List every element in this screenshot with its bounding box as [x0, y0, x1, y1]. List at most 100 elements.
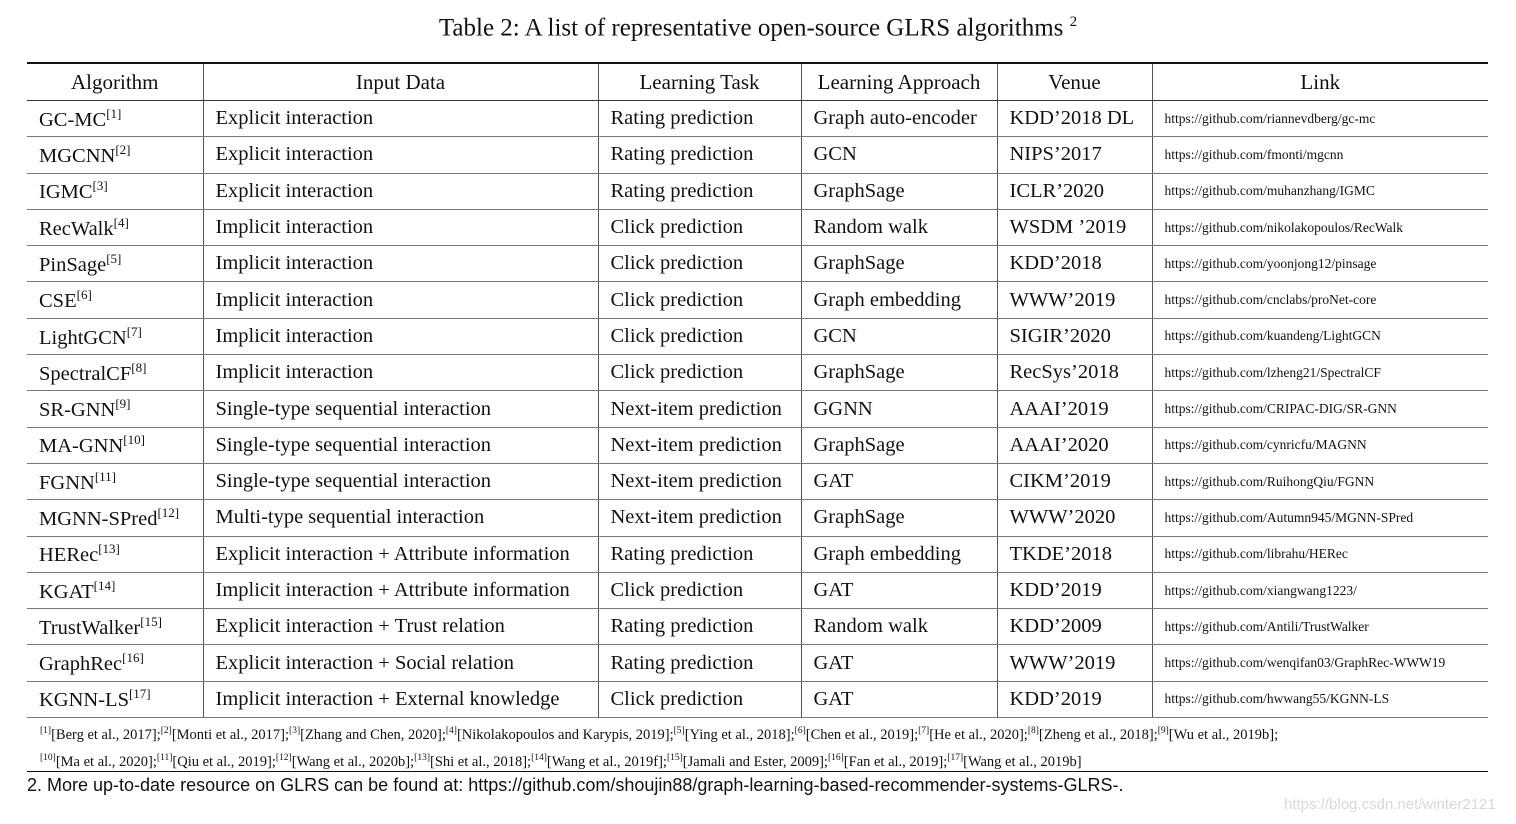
approach-cell: Graph embedding: [800, 281, 997, 319]
footnote-mark: [9]: [1157, 726, 1169, 736]
approach-cell: GCN: [800, 318, 997, 356]
task-cell: Next-item prediction: [597, 390, 801, 428]
algorithm-cell: LightGCN[7]: [27, 318, 203, 356]
venue-cell: KDD’2009: [996, 608, 1152, 646]
column-header: Link: [1151, 63, 1488, 101]
footnote-text: [He et al., 2020];: [929, 726, 1028, 743]
algorithm-name: GraphRec: [39, 653, 123, 676]
approach-cell: GAT: [800, 463, 997, 501]
algorithm-cell: KGAT[14]: [27, 572, 203, 610]
link-cell: https://github.com/CRIPAC-DIG/SR-GNN: [1151, 390, 1488, 428]
footnote-mark: [1]: [40, 726, 52, 736]
algorithm-name: PinSage: [39, 253, 107, 276]
task-cell: Click prediction: [597, 572, 801, 610]
table-row: LightGCN[7] Implicit interaction Click pre…: [27, 318, 1488, 356]
approach-cell: GAT: [800, 572, 997, 610]
reference-mark: [10]: [123, 432, 145, 448]
algorithm-name: SR-GNN: [39, 398, 116, 421]
table-row: RecWalk[4] Implicit interaction Click pred…: [27, 209, 1488, 247]
approach-cell: GraphSage: [800, 499, 997, 537]
footnote-text: [Wang et al., 2019b]: [963, 753, 1082, 770]
input-cell: Implicit interaction + Attribute informa…: [202, 572, 598, 610]
link-cell: https://github.com/wenqifan03/GraphRec-W…: [1151, 644, 1488, 682]
footnote-text: [Wang et al., 2019f];: [546, 753, 667, 770]
table-row: KGNN-LS[17] Implicit interaction + Extern…: [27, 681, 1488, 719]
venue-cell: KDD’2018 DL: [996, 100, 1152, 138]
approach-cell: Graph auto-encoder: [800, 100, 997, 138]
footnote-mark: [3]: [289, 726, 301, 736]
algorithm-name: TrustWalker: [39, 616, 141, 639]
venue-cell: KDD’2018: [996, 245, 1152, 283]
table-row: MA-GNN[10] Single-type sequential interac…: [27, 427, 1488, 464]
input-cell: Implicit interaction + External knowledg…: [202, 681, 598, 719]
table-row: FGNN[11] Single-type sequential interacti…: [27, 463, 1488, 501]
footnote-mark: [4]: [445, 726, 457, 736]
approach-cell: GGNN: [800, 390, 997, 428]
footnote-note: 2. More up-to-date resource on GLRS can …: [27, 775, 1124, 795]
link-cell: https://github.com/librahu/HERec: [1151, 536, 1488, 573]
reference-mark: [16]: [122, 650, 144, 666]
footnote-mark: [8]: [1027, 726, 1039, 736]
algorithm-cell: FGNN[11]: [27, 463, 203, 501]
approach-cell: Random walk: [800, 209, 997, 247]
task-cell: Rating prediction: [597, 136, 801, 174]
reference-mark: [12]: [157, 505, 180, 520]
reference-mark: [14]: [93, 577, 116, 593]
reference-mark: [6]: [76, 287, 92, 303]
reference-mark: [15]: [140, 613, 162, 629]
column-header: Input Data: [202, 63, 598, 101]
input-cell: Implicit interaction: [202, 354, 598, 392]
algorithm-cell: CSE[6]: [27, 281, 203, 319]
table-caption: Table 2: A list of representative open-s…: [0, 14, 1516, 42]
venue-cell: ICLR’2020: [996, 173, 1152, 210]
input-cell: Single-type sequential interaction: [202, 390, 598, 428]
link-cell: https://github.com/cnclabs/proNet-core: [1151, 281, 1488, 319]
task-cell: Click prediction: [597, 209, 801, 247]
algorithm-cell: MGCNN[2]: [27, 136, 203, 174]
reference-mark: [1]: [106, 105, 122, 121]
footnote-text: [Monti et al., 2017];: [171, 726, 290, 743]
algorithm-cell: RecWalk[4]: [27, 209, 203, 247]
input-cell: Implicit interaction: [202, 209, 598, 247]
algorithm-name: MGCNN: [39, 144, 116, 167]
input-cell: Explicit interaction + Attribute informa…: [202, 536, 598, 573]
algorithm-cell: HERec[13]: [27, 536, 203, 573]
venue-cell: WWW’2019: [996, 644, 1152, 682]
input-cell: Single-type sequential interaction: [202, 463, 598, 501]
venue-cell: AAAI’2019: [996, 390, 1152, 428]
algorithm-name: KGAT: [39, 580, 94, 603]
reference-mark: [5]: [106, 250, 122, 266]
approach-cell: Random walk: [800, 608, 997, 646]
algorithm-cell: IGMC[3]: [27, 173, 203, 210]
footnote-text: [Jamali and Ester, 2009];: [682, 753, 828, 770]
reference-mark: [7]: [126, 323, 142, 339]
footnote-text: [Shi et al., 2018];: [430, 753, 532, 770]
footnote-line: [10][Ma et al., 2020];[11][Qiu et al., 2…: [40, 747, 1278, 774]
link-cell: https://github.com/lzheng21/SpectralCF: [1151, 354, 1488, 392]
reference-mark: [17]: [128, 686, 151, 702]
venue-cell: WSDM ’2019: [996, 209, 1152, 247]
link-cell: https://github.com/riannevdberg/gc-mc: [1151, 100, 1488, 138]
table-row: GraphRec[16] Explicit interaction + Socia…: [27, 644, 1488, 682]
algorithm-cell: PinSage[5]: [27, 245, 203, 283]
venue-cell: WWW’2019: [996, 281, 1152, 319]
venue-cell: RecSys’2018: [996, 354, 1152, 392]
reference-mark: [4]: [113, 214, 129, 230]
table-row: SR-GNN[9] Single-type sequential interact…: [27, 390, 1488, 428]
task-cell: Rating prediction: [597, 536, 801, 573]
table-row: TrustWalker[15] Explicit interaction + Tr…: [27, 608, 1488, 646]
footnote-mark: [14]: [531, 752, 547, 763]
link-cell: https://github.com/hwwang55/KGNN-LS: [1151, 681, 1488, 719]
reference-mark: [3]: [92, 178, 108, 194]
venue-cell: NIPS’2017: [996, 136, 1152, 174]
footnote-mark: [6]: [794, 726, 806, 736]
table-row: CSE[6] Implicit interaction Click predicti…: [27, 281, 1488, 319]
footnote-text: [Ma et al., 2020];: [55, 753, 157, 770]
task-cell: Click prediction: [597, 354, 801, 392]
algorithm-name: GC-MC: [39, 108, 107, 131]
table-row: MGNN-SPred[12] Multi-type sequential inte…: [27, 499, 1488, 537]
footnote-mark: [10]: [40, 752, 56, 763]
algorithm-cell: KGNN-LS[17]: [27, 681, 203, 719]
footnote-text: [Wang et al., 2020b];: [291, 753, 415, 770]
